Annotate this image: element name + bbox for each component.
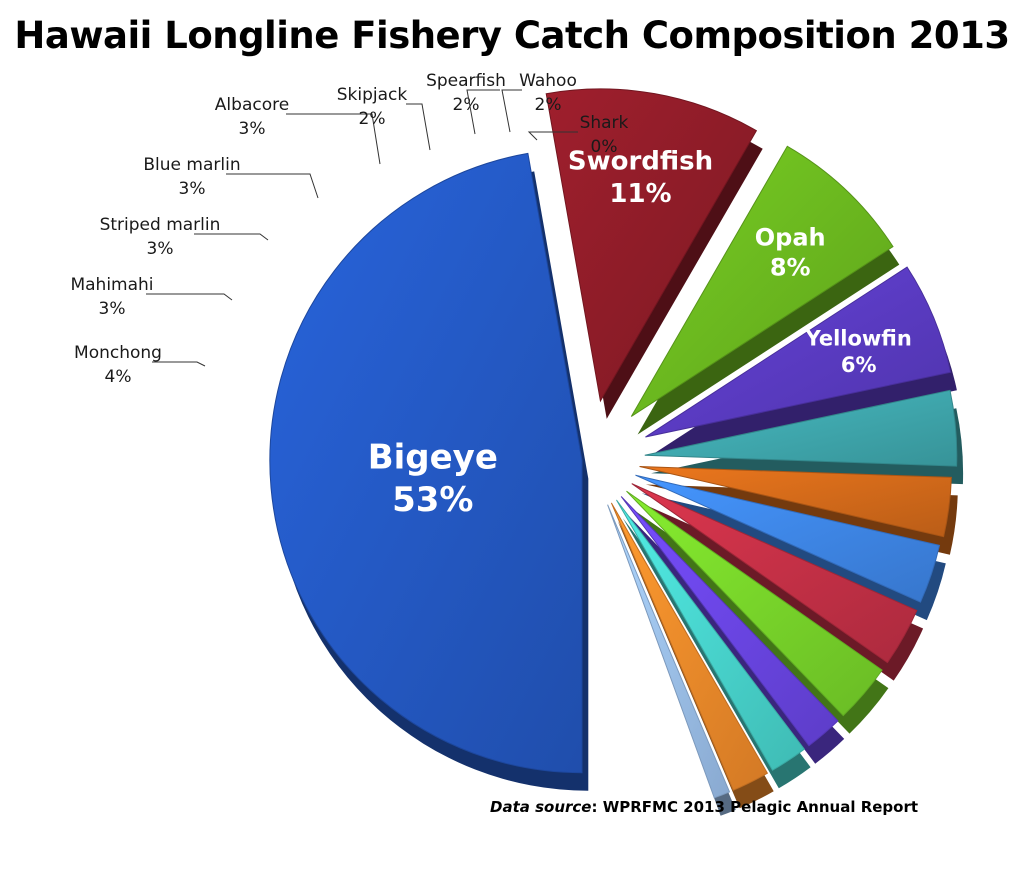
- pie-slice-wahoo: [610, 502, 769, 791]
- slice-value-blue-marlin: 3%: [179, 179, 206, 199]
- slice-value-opah: 8%: [770, 253, 811, 281]
- pie-slice-yellowfin: [645, 266, 952, 438]
- slice-label-bigeye: Bigeye: [368, 438, 498, 478]
- pie-slice-striped-marlin: [635, 474, 941, 603]
- slice-value-striped-marlin: 3%: [147, 239, 174, 259]
- leader-line-mahimahi: [146, 293, 233, 301]
- slice-value-albacore: 3%: [239, 119, 266, 139]
- slice-label-blue-marlin: Blue marlin: [143, 155, 240, 175]
- slice-value-swordfish: 11%: [609, 179, 671, 209]
- leader-line-skipjack: [406, 103, 431, 151]
- leader-line-wahoo: [501, 89, 522, 133]
- slice-label-wahoo: Wahoo: [519, 71, 577, 91]
- pie-slice-bigeye: [269, 152, 583, 774]
- pie-slice-skipjack: [620, 496, 839, 747]
- slice-label-yellowfin: Yellowfin: [805, 327, 912, 351]
- leader-line-monchong: [152, 361, 206, 367]
- pie-slice-shark: [607, 504, 731, 799]
- pie-slice-spearfish: [616, 499, 806, 771]
- slice-value-shark: 0%: [591, 137, 618, 157]
- slice-value-mahimahi: 3%: [99, 299, 126, 319]
- slice-label-spearfish: Spearfish: [426, 71, 506, 91]
- slice-label-opah: Opah: [755, 223, 826, 251]
- leader-line-albacore: [286, 113, 381, 165]
- slice-value-monchong: 4%: [105, 367, 132, 387]
- chart-title: Hawaii Longline Fishery Catch Compositio…: [14, 14, 1010, 57]
- pie-slice-albacore: [626, 490, 883, 717]
- slice-value-spearfish: 2%: [453, 95, 480, 115]
- slice-value-bigeye: 53%: [392, 480, 473, 520]
- slice-value-skipjack: 2%: [359, 109, 386, 129]
- slice-label-monchong: Monchong: [74, 343, 162, 363]
- leader-line-striped-marlin: [194, 233, 269, 241]
- leader-line-spearfish: [466, 89, 500, 135]
- pie-slice-blue-marlin: [631, 483, 918, 664]
- data-source-note: Data source: WPRFMC 2013 Pelagic Annual …: [490, 798, 918, 816]
- leader-line-shark: [527, 131, 578, 141]
- data-source-label: Data source: [490, 798, 592, 816]
- slice-label-shark: Shark: [580, 113, 629, 133]
- slice-value-yellowfin: 6%: [841, 353, 877, 377]
- slice-label-striped-marlin: Striped marlin: [100, 215, 221, 235]
- pie-slice-monchong: [644, 389, 958, 467]
- slice-label-swordfish: Swordfish: [568, 147, 713, 177]
- data-source-text: : WPRFMC 2013 Pelagic Annual Report: [591, 798, 919, 816]
- slice-label-mahimahi: Mahimahi: [70, 275, 153, 295]
- pie-slice-swordfish: [545, 88, 758, 403]
- pie-slice-mahimahi: [639, 466, 952, 538]
- slice-value-wahoo: 2%: [535, 95, 562, 115]
- slice-label-albacore: Albacore: [215, 95, 289, 115]
- slice-label-skipjack: Skipjack: [337, 85, 408, 105]
- pie-slice-opah: [630, 145, 894, 417]
- leader-line-blue-marlin: [226, 173, 319, 199]
